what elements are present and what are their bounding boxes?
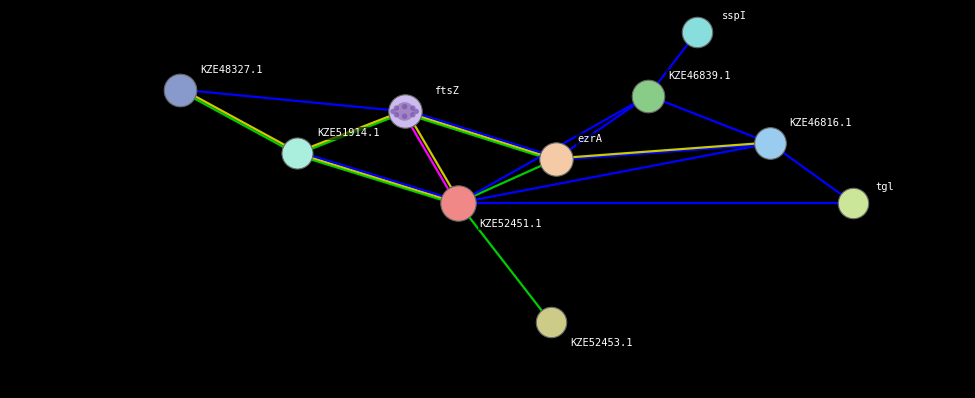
Text: KZE51914.1: KZE51914.1 bbox=[317, 128, 379, 139]
Point bbox=[548, 156, 564, 162]
Point bbox=[405, 105, 420, 111]
Text: tgl: tgl bbox=[876, 182, 894, 192]
Point bbox=[543, 319, 559, 326]
Text: ftsZ: ftsZ bbox=[434, 86, 459, 96]
Text: sspI: sspI bbox=[722, 11, 747, 21]
Point bbox=[173, 86, 188, 93]
Point bbox=[689, 29, 705, 35]
Point bbox=[389, 105, 405, 111]
Point bbox=[397, 108, 412, 115]
Point bbox=[397, 108, 412, 115]
Text: KZE48327.1: KZE48327.1 bbox=[200, 64, 262, 75]
Point bbox=[845, 200, 861, 206]
Text: KZE46816.1: KZE46816.1 bbox=[790, 118, 852, 129]
Point bbox=[641, 92, 656, 99]
Point bbox=[290, 150, 305, 156]
Text: KZE52451.1: KZE52451.1 bbox=[480, 219, 542, 229]
Point bbox=[409, 108, 424, 115]
Text: KZE46839.1: KZE46839.1 bbox=[668, 70, 730, 81]
Point bbox=[397, 113, 412, 119]
Point bbox=[762, 140, 778, 146]
Point bbox=[450, 200, 466, 206]
Point bbox=[385, 108, 401, 115]
Point bbox=[397, 103, 412, 110]
Point bbox=[389, 111, 405, 118]
Point bbox=[405, 111, 420, 118]
Text: KZE52453.1: KZE52453.1 bbox=[570, 338, 633, 348]
Text: ezrA: ezrA bbox=[577, 134, 603, 144]
